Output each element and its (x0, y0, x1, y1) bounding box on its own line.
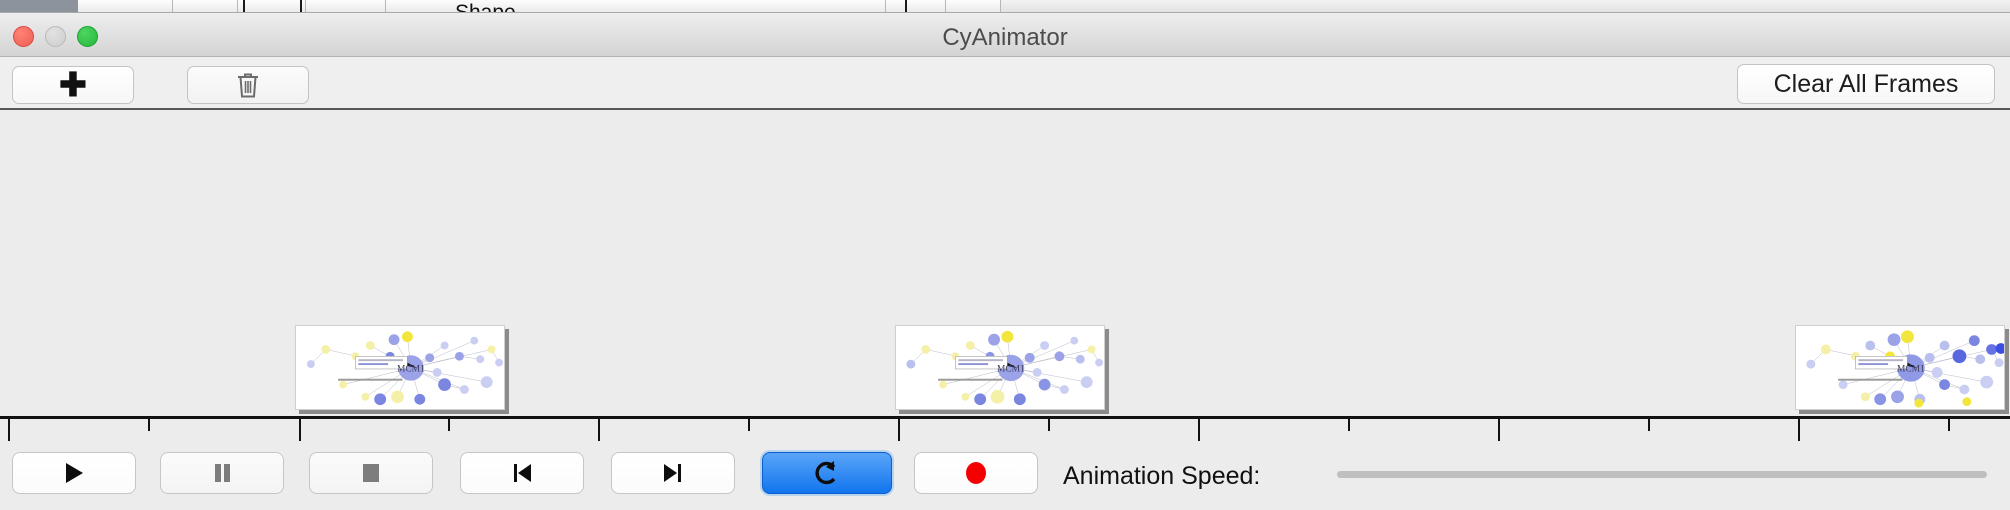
background-window-cell (173, 0, 238, 12)
titlebar: CyAnimator (0, 13, 2010, 57)
svg-text:MCM1: MCM1 (1897, 364, 1925, 374)
background-window-divider (300, 0, 302, 12)
background-window-cell (386, 0, 886, 12)
background-window-label: Shape (455, 1, 516, 13)
timeline-axis (0, 416, 2010, 419)
window-title: CyAnimator (942, 24, 1068, 51)
skip-to-end-button[interactable] (611, 452, 735, 494)
axis-tick-major (8, 419, 10, 441)
network-graph-thumbnail: MCM1 (296, 326, 504, 409)
axis-tick-minor (148, 419, 150, 431)
axis-tick-major (1498, 419, 1500, 441)
background-window-cell (946, 0, 1001, 12)
axis-tick-minor (1048, 419, 1050, 431)
axis-tick-major (299, 419, 301, 441)
svg-text:MCM1: MCM1 (397, 364, 425, 374)
background-window-dark-cell (0, 0, 78, 12)
playback-bar: Animation Speed: (0, 443, 2010, 510)
window-controls (13, 26, 98, 47)
axis-tick-minor (1948, 419, 1950, 431)
clear-all-frames-button[interactable]: Clear All Frames (1737, 64, 1995, 104)
skip-back-icon (514, 464, 531, 482)
axis-tick-major (898, 419, 900, 441)
pause-icon (215, 464, 230, 482)
loop-button[interactable] (762, 452, 892, 494)
pause-button[interactable] (160, 452, 284, 494)
axis-tick-minor (1348, 419, 1350, 431)
animation-speed-slider[interactable] (1337, 471, 1987, 478)
background-window-divider (905, 0, 907, 12)
axis-tick-major (1198, 419, 1200, 441)
delete-frame-button[interactable] (187, 66, 309, 104)
network-graph-thumbnail: MCM1 (1796, 326, 2004, 409)
close-button[interactable] (13, 26, 34, 47)
svg-text:MCM1: MCM1 (997, 364, 1025, 374)
axis-tick-major (598, 419, 600, 441)
maximize-button[interactable] (77, 26, 98, 47)
timeline-panel[interactable]: MCM1 (0, 110, 2010, 510)
animation-speed-label: Animation Speed: (1063, 462, 1261, 490)
background-window-cell (306, 0, 386, 12)
background-window-cell (238, 0, 306, 12)
trash-icon (238, 73, 258, 98)
frame-thumbnail[interactable]: MCM1 (895, 325, 1105, 410)
background-window-cell (886, 0, 946, 12)
record-icon (966, 462, 986, 484)
background-window-divider (243, 0, 245, 12)
background-window-strip: Shape (0, 0, 2010, 13)
loop-icon (815, 461, 836, 485)
minimize-button[interactable] (45, 26, 66, 47)
toolbar: ✚ Clear All Frames (0, 57, 2010, 110)
record-button[interactable] (914, 452, 1038, 494)
skip-forward-icon (664, 464, 681, 482)
skip-to-start-button[interactable] (460, 452, 584, 494)
stop-button[interactable] (309, 452, 433, 494)
add-frame-button[interactable]: ✚ (12, 66, 134, 104)
axis-tick-major (1798, 419, 1800, 441)
axis-tick-minor (748, 419, 750, 431)
axis-tick-minor (1648, 419, 1650, 431)
network-graph-thumbnail: MCM1 (896, 326, 1104, 409)
frame-thumbnail[interactable]: MCM1 (295, 325, 505, 410)
play-icon (66, 463, 83, 483)
stop-icon (363, 464, 379, 482)
background-window-cell (78, 0, 173, 12)
frame-thumbnail[interactable]: MCM1 (1795, 325, 2005, 410)
play-button[interactable] (12, 452, 136, 494)
axis-tick-minor (448, 419, 450, 431)
plus-icon: ✚ (59, 65, 87, 103)
